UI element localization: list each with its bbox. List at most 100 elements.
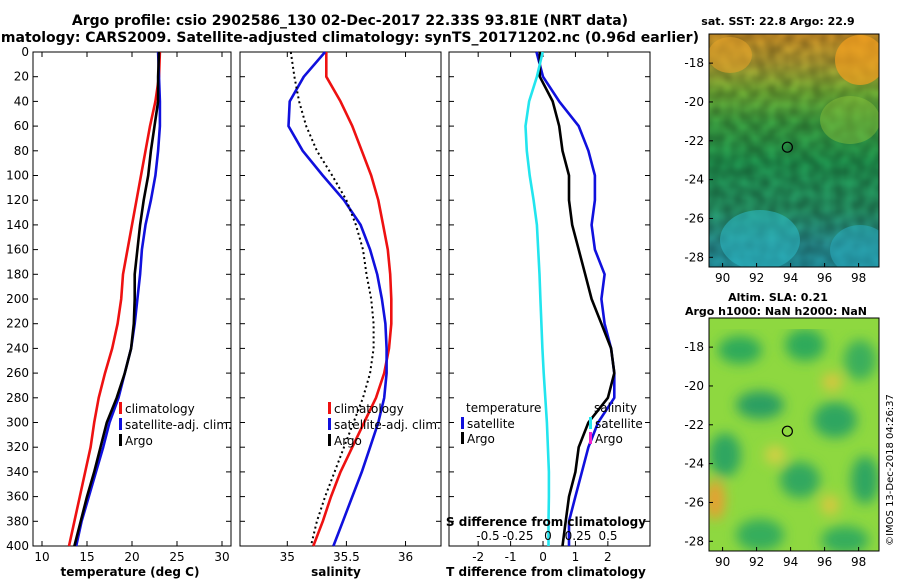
x-tick-label: 35 — [280, 550, 295, 564]
sla-map-panel: Altim. SLA: 0.21 Argo h1000: NaN h2000: … — [684, 291, 880, 569]
argo-position-marker — [781, 141, 793, 153]
lat-tick-label: -26 — [684, 495, 704, 509]
salinity-diff-tick-label: 0 — [544, 529, 552, 543]
profile-temperature-argo — [538, 52, 616, 547]
lat-tick-label: -26 — [684, 211, 704, 225]
imos-credit: ©IMOS 13-Dec-2018 04:26:37 — [885, 394, 896, 546]
depth-tick-label: 140 — [6, 218, 29, 232]
salinity-difference-scale: -0.5 -0.25 0 0.25 0.5 — [476, 529, 617, 543]
depth-tick-label: 180 — [6, 267, 29, 281]
legend-temp-argo: Argo — [467, 432, 495, 446]
sla-map-subtitle: Argo h1000: NaN h2000: NaN — [685, 305, 867, 318]
title-line-1: Argo profile: csio 2902586_130 02-Dec-20… — [72, 13, 628, 29]
lon-tick-label: 98 — [851, 555, 866, 569]
x-tick-label: -2 — [472, 550, 484, 564]
legend-climatology: climatology — [125, 402, 195, 416]
depth-tick-label: 320 — [6, 440, 29, 454]
difference-top-xlabel: S difference from climatology — [446, 515, 646, 529]
salinity-xlabel: salinity — [311, 565, 361, 579]
salinity-diff-tick-label: 0.25 — [565, 529, 592, 543]
legend-argo: Argo — [334, 434, 362, 448]
depth-axis: 0 20 40 60 80 100 120 140 160 180 200 220 240 260 280 3… — [6, 45, 231, 553]
salinity-axes-frame — [239, 51, 442, 547]
legend-swatch-satellite — [328, 418, 331, 430]
sla-map-image — [709, 318, 879, 551]
x-tick-label: 10 — [34, 550, 49, 564]
depth-tick-label: 120 — [6, 193, 29, 207]
x-tick-label: 1 — [572, 550, 580, 564]
temperature-x-axis: 10 15 20 25 30 — [34, 52, 230, 564]
depth-tick-label: 80 — [14, 144, 29, 158]
salinity-legend: climatology satellite-adj. clim. Argo — [328, 402, 441, 448]
depth-tick-label: 340 — [6, 465, 29, 479]
profile-climatology — [312, 52, 393, 547]
legend-group-temperature: temperature — [466, 401, 541, 415]
x-tick-label: 15 — [79, 550, 94, 564]
x-tick-label: 36 — [398, 550, 413, 564]
depth-tick-label: 300 — [6, 416, 29, 430]
argo-position-marker — [781, 425, 793, 437]
difference-xlabel: T difference from climatology — [446, 565, 646, 579]
x-tick-label: 2 — [604, 550, 612, 564]
lon-tick-label: 96 — [817, 555, 832, 569]
legend-group-salinity: salinity — [594, 401, 637, 415]
depth-tick-label: 40 — [14, 94, 29, 108]
legend-sal-argo: Argo — [595, 432, 623, 446]
legend-temp-satellite: satellite — [467, 417, 515, 431]
depth-tick-label: 360 — [6, 490, 29, 504]
lon-tick-label: 90 — [715, 555, 730, 569]
depth-tick-label: 200 — [6, 292, 29, 306]
depth-tick-label: 220 — [6, 317, 29, 331]
temperature-profiles — [67, 51, 162, 547]
x-tick-label: 25 — [169, 550, 184, 564]
profile-salinity-satellite — [524, 51, 551, 546]
legend-argo: Argo — [125, 434, 153, 448]
lon-tick-label: 98 — [851, 271, 866, 285]
lon-tick-label: 94 — [783, 271, 798, 285]
sst-map-image — [709, 34, 879, 267]
lat-tick-label: -28 — [684, 250, 704, 264]
legend-satellite: satellite-adj. clim. — [334, 418, 441, 432]
salinity-panel: 35 35.5 36 salinity climatology satellite-… — [239, 51, 442, 579]
lon-tick-label: 96 — [817, 271, 832, 285]
lat-tick-label: -28 — [684, 534, 704, 548]
depth-tick-label: 160 — [6, 243, 29, 257]
depth-tick-label: 240 — [6, 341, 29, 355]
lat-tick-label: -24 — [684, 173, 704, 187]
sla-map-axes: 90 92 94 96 98 -18 -20 -22 -24 -26 -28 — [684, 340, 866, 569]
x-tick-label: 30 — [214, 550, 229, 564]
x-tick-label: 0 — [539, 550, 547, 564]
lon-tick-label: 94 — [783, 555, 798, 569]
depth-tick-label: 20 — [14, 70, 29, 84]
sst-map-axes: 90 92 94 96 98 -18 -20 -22 -24 -26 -28 — [684, 56, 866, 285]
depth-tick-label: 280 — [6, 391, 29, 405]
profile-climatology — [67, 51, 162, 547]
temperature-xlabel: temperature (deg C) — [61, 565, 200, 579]
salinity-diff-tick-label: -0.25 — [502, 529, 533, 543]
x-tick-label: 35.5 — [333, 550, 360, 564]
temperature-panel: 0 20 40 60 80 100 120 140 160 180 200 220 240 260 280 3… — [6, 45, 232, 579]
lon-tick-label: 92 — [749, 271, 764, 285]
profile-satellite-adj-clim- — [287, 51, 388, 547]
depth-tick-label: 0 — [21, 45, 29, 59]
lat-tick-label: -18 — [684, 56, 704, 70]
depth-tick-label: 400 — [6, 539, 29, 553]
legend-swatch-argo — [328, 434, 331, 446]
sla-map-title: Altim. SLA: 0.21 — [728, 291, 828, 304]
x-tick-label: -1 — [505, 550, 517, 564]
legend-swatch-climatology — [119, 402, 122, 414]
salinity-x-axis: 35 35.5 36 — [280, 52, 413, 564]
lat-tick-label: -20 — [684, 95, 704, 109]
lon-tick-label: 90 — [715, 271, 730, 285]
profile-argo — [73, 51, 161, 547]
sst-map-panel: sat. SST: 22.8 Argo: 22.9 90 92 94 96 98 -18 -… — [684, 15, 880, 285]
legend-swatch-satellite — [119, 418, 122, 430]
depth-tick-label: 260 — [6, 366, 29, 380]
legend-sal-satellite: satellite — [595, 417, 643, 431]
lat-tick-label: -20 — [684, 379, 704, 393]
difference-depth-ticks — [449, 51, 650, 547]
legend-swatch-sal-satellite — [589, 417, 592, 429]
title-line-2: Climatology: CARS2009. Satellite-adjuste… — [0, 30, 699, 46]
legend-swatch-temp-argo — [461, 432, 464, 444]
